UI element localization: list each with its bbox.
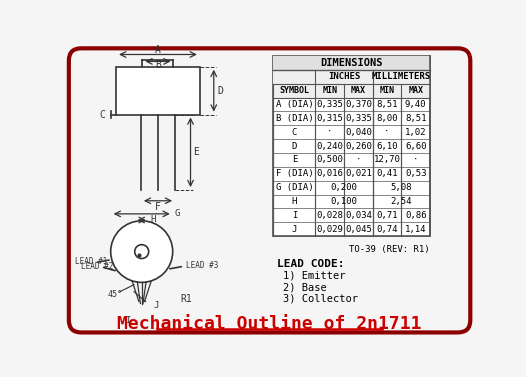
Text: 2,54: 2,54 <box>391 197 412 206</box>
Text: SYMBOL: SYMBOL <box>279 86 309 95</box>
Text: A: A <box>155 45 161 55</box>
Text: H: H <box>292 197 297 206</box>
Bar <box>274 56 430 236</box>
Text: H: H <box>150 215 156 224</box>
Text: ·: · <box>385 128 390 137</box>
Text: R1: R1 <box>181 294 193 304</box>
Text: C: C <box>292 128 297 137</box>
Text: 0,335: 0,335 <box>345 114 372 123</box>
Text: 0,74: 0,74 <box>376 225 398 234</box>
Text: ·: · <box>356 155 361 164</box>
Text: I: I <box>292 211 297 220</box>
Text: 0,370: 0,370 <box>345 100 372 109</box>
Text: 0,034: 0,034 <box>345 211 372 220</box>
Text: 6,10: 6,10 <box>376 142 398 150</box>
Text: C: C <box>99 110 105 120</box>
Text: DIMENSIONS: DIMENSIONS <box>320 58 383 68</box>
Text: 0,100: 0,100 <box>330 197 357 206</box>
Text: J: J <box>153 301 158 310</box>
Text: MILLIMETERS: MILLIMETERS <box>372 72 431 81</box>
Text: 0,71: 0,71 <box>376 211 398 220</box>
Text: ·: · <box>327 128 332 137</box>
Text: 2) Base: 2) Base <box>283 282 327 293</box>
FancyBboxPatch shape <box>69 48 470 333</box>
Text: TO-39 (REV: R1): TO-39 (REV: R1) <box>349 245 430 254</box>
Text: 6,60: 6,60 <box>405 142 427 150</box>
Text: 0,53: 0,53 <box>405 169 427 178</box>
Text: MAX: MAX <box>351 86 366 95</box>
Text: INCHES: INCHES <box>328 72 360 81</box>
Text: B (DIA): B (DIA) <box>276 114 313 123</box>
Text: 1,02: 1,02 <box>405 128 427 137</box>
Text: G: G <box>174 208 179 218</box>
Text: LEAD #1: LEAD #1 <box>75 257 107 267</box>
Text: I: I <box>125 316 130 325</box>
Text: 0,500: 0,500 <box>316 155 343 164</box>
Text: 8,51: 8,51 <box>405 114 427 123</box>
Bar <box>274 56 430 70</box>
Text: 5,08: 5,08 <box>391 183 412 192</box>
Bar <box>274 70 430 84</box>
Text: E: E <box>194 147 199 157</box>
Text: 0,335: 0,335 <box>316 100 343 109</box>
Text: E: E <box>292 155 297 164</box>
Text: 0,045: 0,045 <box>345 225 372 234</box>
Circle shape <box>135 245 149 259</box>
Text: 0,016: 0,016 <box>316 169 343 178</box>
Text: LEAD #3: LEAD #3 <box>186 261 218 270</box>
Text: A (DIA): A (DIA) <box>276 100 313 109</box>
Text: 1,14: 1,14 <box>405 225 427 234</box>
Text: MIN: MIN <box>379 86 394 95</box>
Text: ·: · <box>413 155 418 164</box>
Text: 0,240: 0,240 <box>316 142 343 150</box>
Text: D: D <box>218 86 224 96</box>
Text: 0,260: 0,260 <box>345 142 372 150</box>
Text: F: F <box>155 202 161 212</box>
Text: 8,00: 8,00 <box>376 114 398 123</box>
Text: 45°: 45° <box>108 290 123 299</box>
Text: 0,028: 0,028 <box>316 211 343 220</box>
Text: G (DIA): G (DIA) <box>276 183 313 192</box>
Text: D: D <box>292 142 297 150</box>
Bar <box>274 84 430 98</box>
Text: MIN: MIN <box>322 86 337 95</box>
Text: 0,315: 0,315 <box>316 114 343 123</box>
Text: LEAD CODE:: LEAD CODE: <box>277 259 344 268</box>
Text: B: B <box>155 60 161 70</box>
Text: 1) Emitter: 1) Emitter <box>283 271 345 281</box>
Text: 0,021: 0,021 <box>345 169 372 178</box>
Text: 3) Collector: 3) Collector <box>283 294 358 304</box>
Text: LEAD #2: LEAD #2 <box>81 262 113 271</box>
Text: 9,40: 9,40 <box>405 100 427 109</box>
Circle shape <box>110 221 173 282</box>
Text: 0,41: 0,41 <box>376 169 398 178</box>
Text: 0,029: 0,029 <box>316 225 343 234</box>
Bar <box>116 67 200 115</box>
Text: F (DIA): F (DIA) <box>276 169 313 178</box>
Text: 0,200: 0,200 <box>330 183 357 192</box>
Text: MAX: MAX <box>408 86 423 95</box>
Text: 8,51: 8,51 <box>376 100 398 109</box>
Text: 0,040: 0,040 <box>345 128 372 137</box>
Text: 12,70: 12,70 <box>373 155 400 164</box>
Text: Mechanical Outline of 2n1711: Mechanical Outline of 2n1711 <box>117 315 422 333</box>
Text: 0,86: 0,86 <box>405 211 427 220</box>
Text: J: J <box>292 225 297 234</box>
